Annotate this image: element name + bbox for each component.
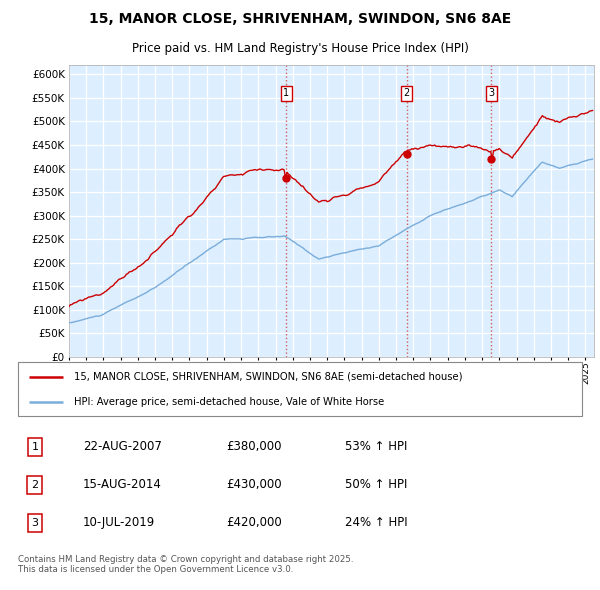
- Text: 24% ↑ HPI: 24% ↑ HPI: [345, 516, 408, 529]
- Text: 50% ↑ HPI: 50% ↑ HPI: [345, 478, 407, 491]
- Text: 10-JUL-2019: 10-JUL-2019: [83, 516, 155, 529]
- Text: 15, MANOR CLOSE, SHRIVENHAM, SWINDON, SN6 8AE (semi-detached house): 15, MANOR CLOSE, SHRIVENHAM, SWINDON, SN…: [74, 372, 463, 382]
- Text: £420,000: £420,000: [227, 516, 283, 529]
- Text: 3: 3: [488, 88, 494, 98]
- Text: 53% ↑ HPI: 53% ↑ HPI: [345, 440, 407, 453]
- Text: 15, MANOR CLOSE, SHRIVENHAM, SWINDON, SN6 8AE: 15, MANOR CLOSE, SHRIVENHAM, SWINDON, SN…: [89, 12, 511, 27]
- FancyBboxPatch shape: [18, 362, 582, 416]
- Text: 1: 1: [31, 442, 38, 452]
- Text: 2: 2: [31, 480, 38, 490]
- Text: 2: 2: [404, 88, 410, 98]
- Text: 1: 1: [283, 88, 289, 98]
- Text: Price paid vs. HM Land Registry's House Price Index (HPI): Price paid vs. HM Land Registry's House …: [131, 42, 469, 55]
- Text: HPI: Average price, semi-detached house, Vale of White Horse: HPI: Average price, semi-detached house,…: [74, 398, 385, 407]
- Text: 15-AUG-2014: 15-AUG-2014: [83, 478, 162, 491]
- Text: £430,000: £430,000: [227, 478, 283, 491]
- Text: 22-AUG-2007: 22-AUG-2007: [83, 440, 162, 453]
- Text: £380,000: £380,000: [227, 440, 282, 453]
- Text: Contains HM Land Registry data © Crown copyright and database right 2025.
This d: Contains HM Land Registry data © Crown c…: [18, 555, 353, 574]
- Text: 3: 3: [31, 518, 38, 528]
